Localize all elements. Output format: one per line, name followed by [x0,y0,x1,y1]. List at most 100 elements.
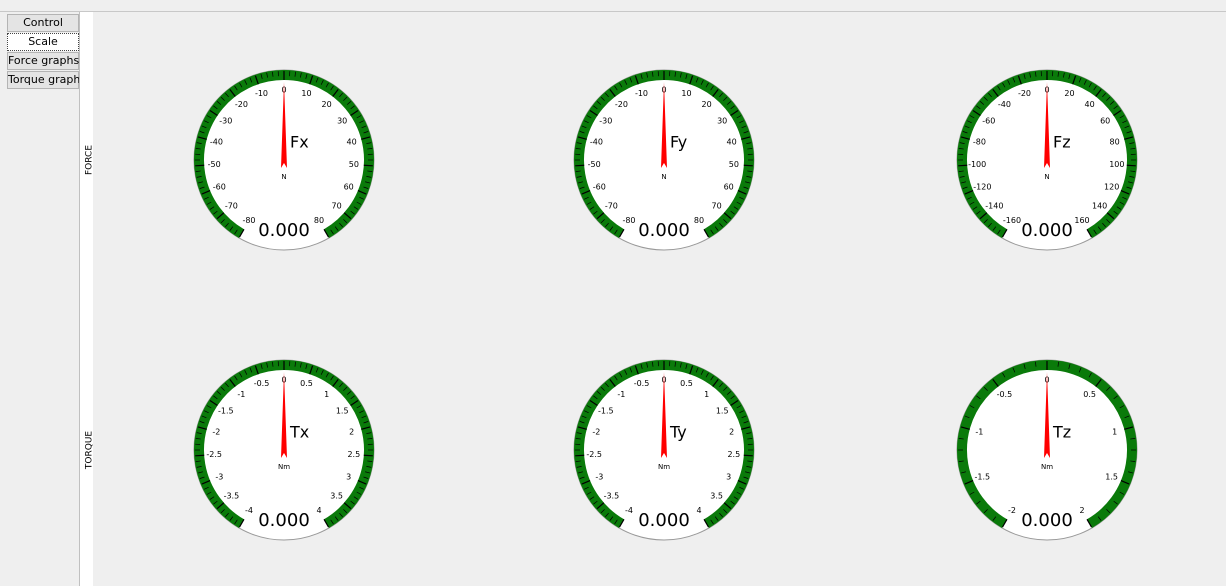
minor-tick [576,466,582,468]
tab[interactable]: Torque graphs [7,71,86,89]
tick-label: 2.5 [727,450,740,459]
minor-tick [1113,105,1118,110]
major-tick [1086,228,1093,238]
tab[interactable]: Control [7,14,79,32]
minor-tick [1083,80,1087,85]
minor-tick [300,72,302,78]
minor-tick [199,186,205,189]
tick-label: -1 [975,427,983,436]
minor-tick [646,72,648,78]
minor-tick [983,96,988,101]
minor-tick [640,363,643,369]
major-tick [575,164,585,167]
major-tick [689,75,694,85]
minor-tick [640,73,643,79]
tick-label: 40 [727,137,737,146]
major-tick [964,190,974,195]
major-tick [1124,426,1134,430]
minor-tick [366,176,372,178]
minor-tick [225,512,229,518]
minor-tick [366,432,372,434]
tick-label: 0.5 [300,379,313,388]
major-tick [703,228,710,238]
major-tick [743,164,753,167]
minor-tick [964,415,970,419]
minor-tick [976,105,981,110]
minor-tick [1128,471,1134,474]
minor-tick [1129,176,1135,178]
unit-label: N [281,173,286,181]
minor-tick [577,471,583,474]
major-tick [343,212,352,220]
tick-label: -0.5 [254,379,270,388]
tick-label: 10 [301,89,311,98]
minor-tick [741,125,747,129]
minor-tick [244,80,248,85]
minor-tick [719,92,723,98]
minor-tick [739,196,744,200]
major-tick [589,110,598,117]
minor-tick [700,80,704,85]
minor-tick [726,101,732,105]
row-label-strip [80,12,93,586]
minor-tick [959,142,965,144]
minor-tick [723,96,728,101]
value-readout: 0.000 [638,220,690,241]
major-tick [1072,75,1077,85]
minor-tick [743,421,749,424]
minor-tick [581,125,587,129]
minor-tick [1126,186,1132,189]
minor-tick [619,372,623,378]
tick-label: 1 [324,390,329,399]
minor-tick [596,101,602,105]
minor-tick [195,170,201,172]
minor-tick [350,105,355,110]
major-tick [964,480,974,485]
minor-tick [196,176,202,178]
minor-tick [736,201,742,205]
minor-tick [356,491,362,495]
minor-tick [733,206,739,210]
tick-label: 1.5 [1105,472,1118,481]
tick-label: -3.5 [604,492,620,501]
major-tick [979,212,988,220]
unit-label: N [661,173,666,181]
minor-tick [367,438,373,440]
tick-label: -10 [635,89,648,98]
major-tick [195,164,205,167]
gauge-label: Ty [669,423,687,442]
major-tick [577,426,587,430]
gauge-label: Fy [670,133,687,152]
minor-tick [365,181,371,184]
major-tick [1017,75,1022,85]
minor-tick [213,105,218,110]
major-tick [254,365,259,375]
tick-label: -160 [1003,216,1021,225]
tick-label: 60 [724,182,734,191]
tick-label: 3.5 [710,492,723,501]
minor-tick [1035,361,1037,367]
major-tick [1113,110,1122,117]
minor-tick [624,370,628,375]
major-tick [723,212,732,220]
major-tick [581,190,591,195]
minor-tick [361,415,367,419]
minor-tick [1063,72,1065,78]
minor-tick [619,82,623,88]
minor-tick [206,201,212,205]
tick-label: 20 [1064,89,1074,98]
minor-tick [339,92,343,98]
gauge: -160-140-120-100-80-60-40-20020406080100… [956,69,1138,251]
tab[interactable]: Force graphs [7,52,79,70]
minor-tick [605,92,609,98]
minor-tick [196,142,202,144]
minor-tick [629,367,633,373]
minor-tick [624,80,628,85]
major-tick [363,164,373,167]
minor-tick [969,491,975,495]
minor-tick [196,466,202,468]
minor-tick [685,363,688,369]
minor-tick [1106,509,1111,514]
minor-tick [593,500,598,505]
tab[interactable]: Scale [7,33,79,51]
